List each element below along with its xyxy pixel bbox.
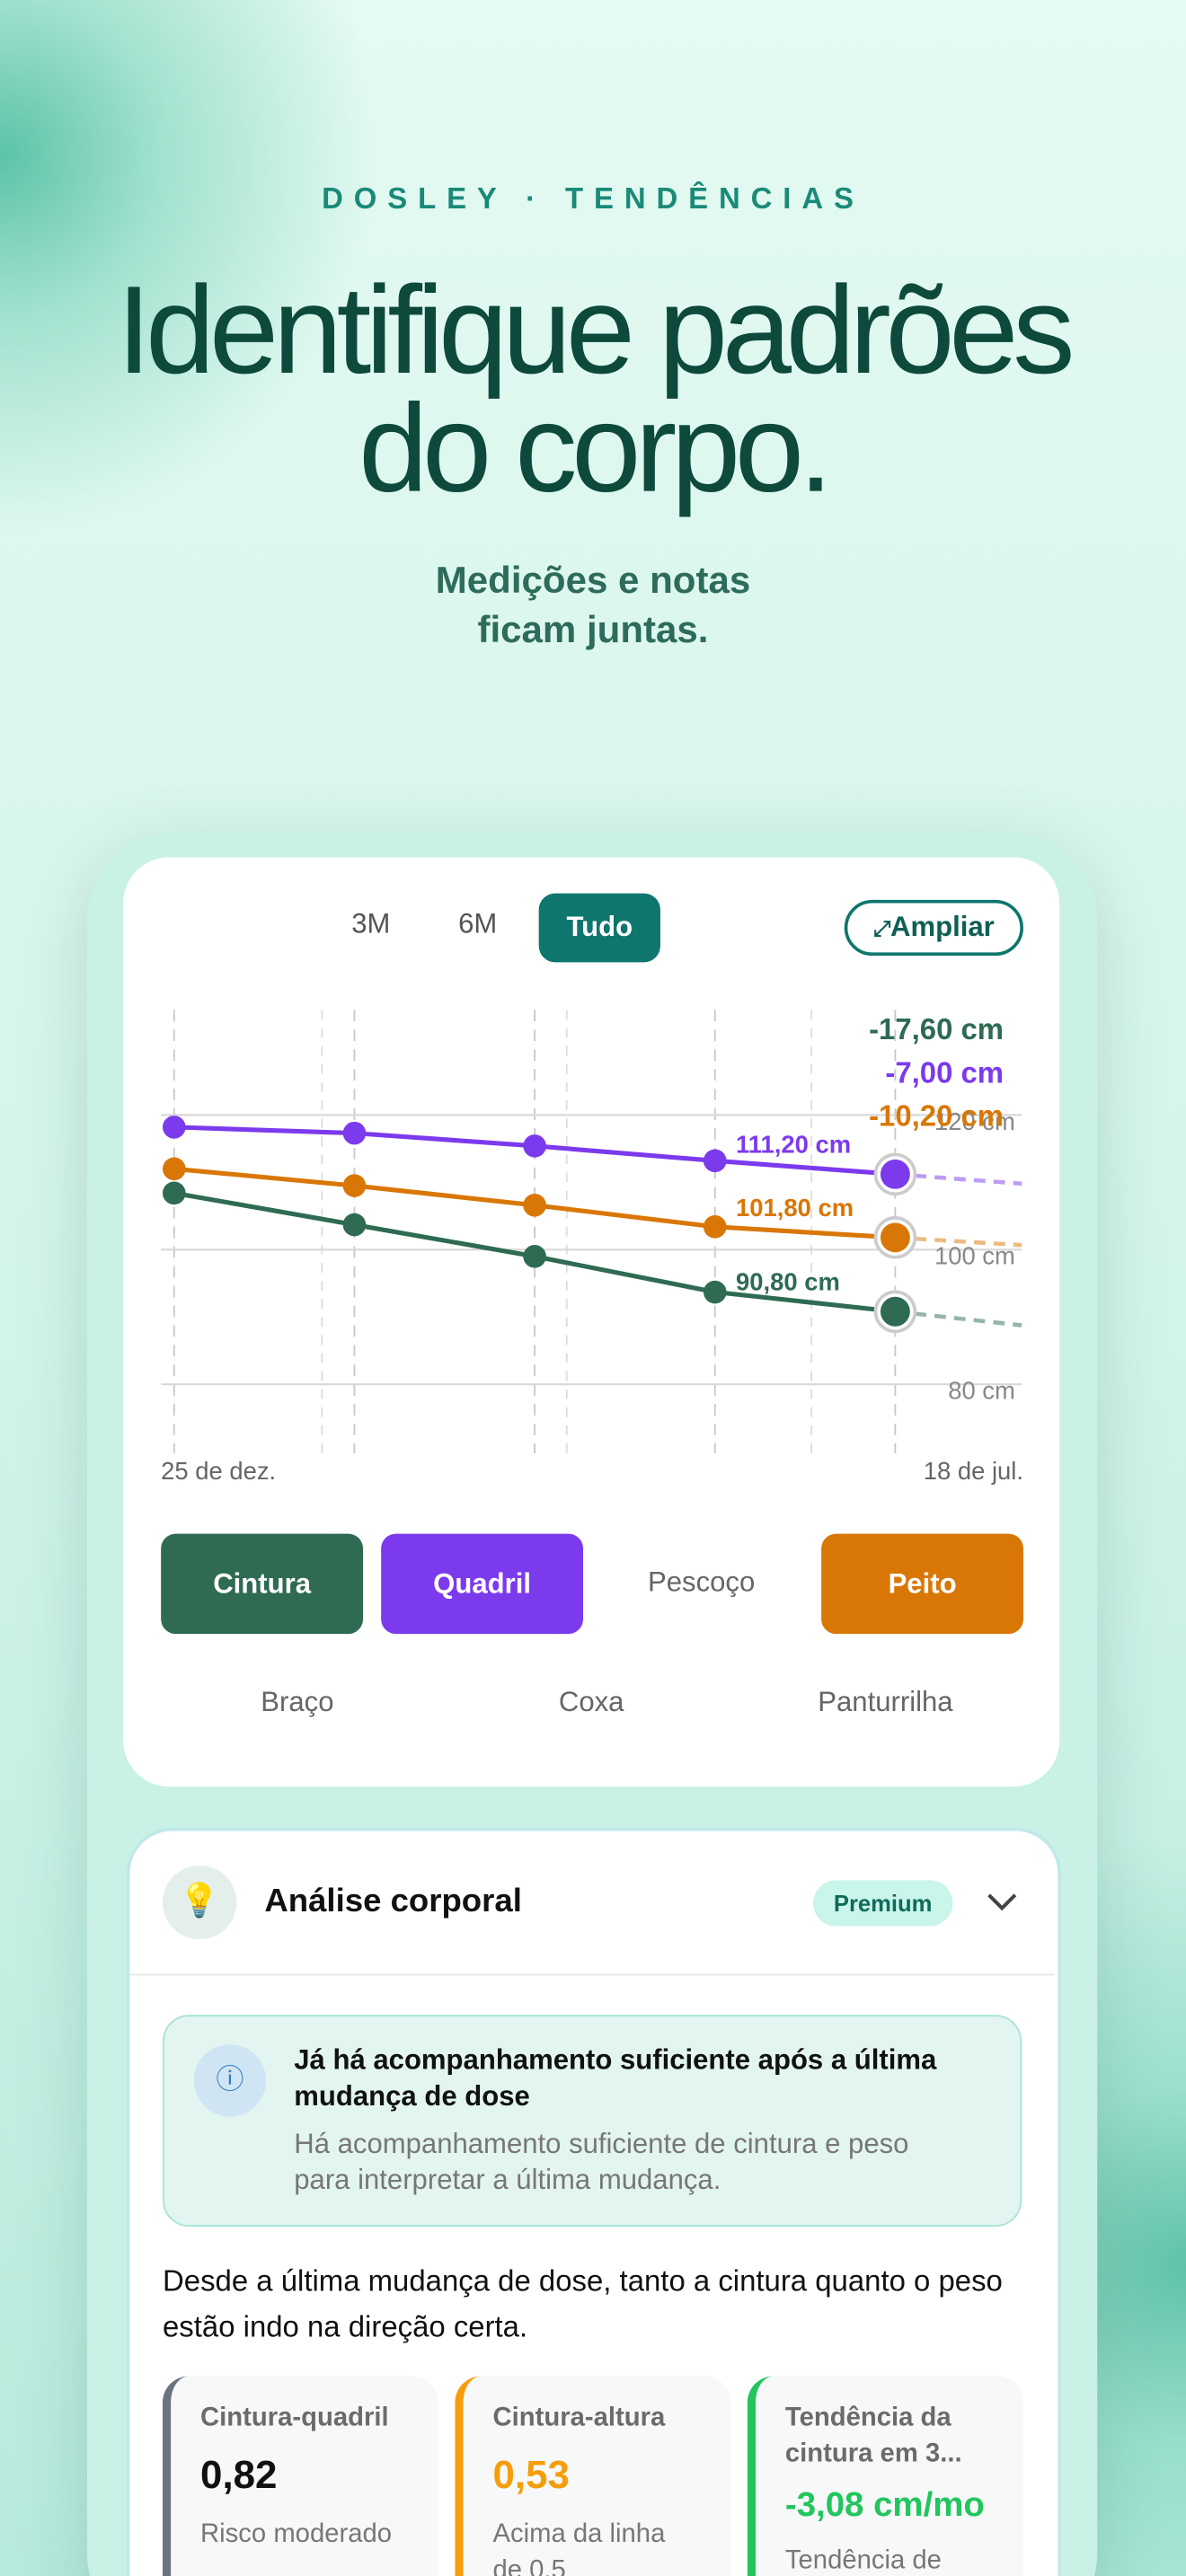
metric-value: 0,53 xyxy=(492,2453,570,2498)
metric-value: 0,82 xyxy=(200,2453,278,2498)
chevron[interactable] xyxy=(984,1888,1020,1914)
metric-card xyxy=(747,2376,1023,2576)
metric-label: Cintura-quadril xyxy=(200,2404,389,2432)
metric-note: Risco moderado xyxy=(200,2520,393,2549)
value-label: 90,80 cm xyxy=(736,1267,840,1295)
y-tick-label: 100 cm xyxy=(934,1242,1015,1270)
expand-button[interactable]: ⤢Ampliar xyxy=(844,899,1023,957)
data-point xyxy=(880,1222,910,1253)
subtitle: ficam juntas. xyxy=(477,607,709,650)
data-point xyxy=(342,1213,367,1237)
metric-option[interactable]: Panturrilha xyxy=(818,1686,953,1718)
range-tab[interactable]: 6M xyxy=(458,908,498,940)
metric-card xyxy=(162,2376,439,2576)
x-tick-label: 25 de dez. xyxy=(161,1457,276,1485)
data-point xyxy=(342,1121,367,1145)
y-tick-label: 120 cm xyxy=(934,1107,1015,1135)
divider xyxy=(129,1973,1055,1976)
headline: do corpo. xyxy=(358,379,833,519)
y-tick-label: 80 cm xyxy=(948,1377,1015,1405)
expand-label: Ampliar xyxy=(890,911,995,943)
legend-button[interactable]: Quadril xyxy=(381,1533,584,1635)
x-tick-label: 18 de jul. xyxy=(924,1457,1023,1485)
metric-card xyxy=(455,2376,731,2576)
range-tab-active[interactable]: Tudo xyxy=(538,893,660,963)
data-point xyxy=(703,1149,727,1173)
notice-box xyxy=(162,2015,1022,2228)
data-point xyxy=(523,1194,546,1217)
subtitle: Medições e notas xyxy=(435,558,751,602)
data-point xyxy=(162,1157,186,1181)
metric-note: Tendência de xyxy=(784,2546,942,2575)
notice-title: Já há acompanhamento suficiente após a ú… xyxy=(294,2044,937,2113)
legend-button[interactable]: Peito xyxy=(821,1533,1023,1635)
data-point xyxy=(880,1159,910,1189)
data-point xyxy=(703,1215,727,1239)
range-tab[interactable]: 3M xyxy=(351,908,391,940)
premium-badge: Premium xyxy=(812,1880,953,1927)
metric-value: -3,08 cm/mo xyxy=(784,2485,985,2525)
change-label: -7,00 cm xyxy=(885,1055,1004,1089)
chart: 80 cm 100 cm 120 cm 25 de dez. 18 de jul. 90,… xyxy=(161,1010,1023,1485)
summary: Desde a última mudança de dose, tanto a … xyxy=(162,2264,1003,2343)
metric-option[interactable]: Braço xyxy=(261,1686,334,1718)
data-point xyxy=(342,1174,367,1197)
metric-note: Acima da linha de 0,5 xyxy=(492,2520,666,2576)
expand-icon: ⤢ xyxy=(872,916,890,941)
eyebrow: DOSLEY · TENDÊNCIAS xyxy=(322,181,864,216)
metric-label: Cintura-altura xyxy=(492,2404,666,2432)
data-point xyxy=(523,1244,546,1268)
data-point xyxy=(162,1116,186,1139)
data-point xyxy=(162,1181,186,1205)
legend-button[interactable]: Cintura xyxy=(161,1533,364,1635)
change-label: -10,20 cm xyxy=(869,1099,1004,1133)
bulb-icon: 💡 xyxy=(162,1865,237,1940)
info-icon: ⓘ xyxy=(193,2044,267,2117)
data-point xyxy=(703,1280,727,1304)
metric-label: Tendência da cintura em 3... xyxy=(784,2404,962,2468)
value-label: 111,20 cm xyxy=(736,1131,851,1159)
value-label: 101,80 cm xyxy=(736,1194,854,1222)
change-label: -17,60 cm xyxy=(869,1012,1004,1045)
data-point xyxy=(880,1296,910,1327)
metric-option[interactable]: Coxa xyxy=(558,1686,624,1718)
data-point xyxy=(523,1134,546,1158)
analysis-title: Análise corporal xyxy=(264,1883,522,1920)
headline: Identifique padrões xyxy=(116,260,1075,401)
notice-body: Há acompanhamento suficiente de cintura … xyxy=(294,2128,909,2196)
metric-option[interactable]: Pescoço xyxy=(648,1566,756,1598)
